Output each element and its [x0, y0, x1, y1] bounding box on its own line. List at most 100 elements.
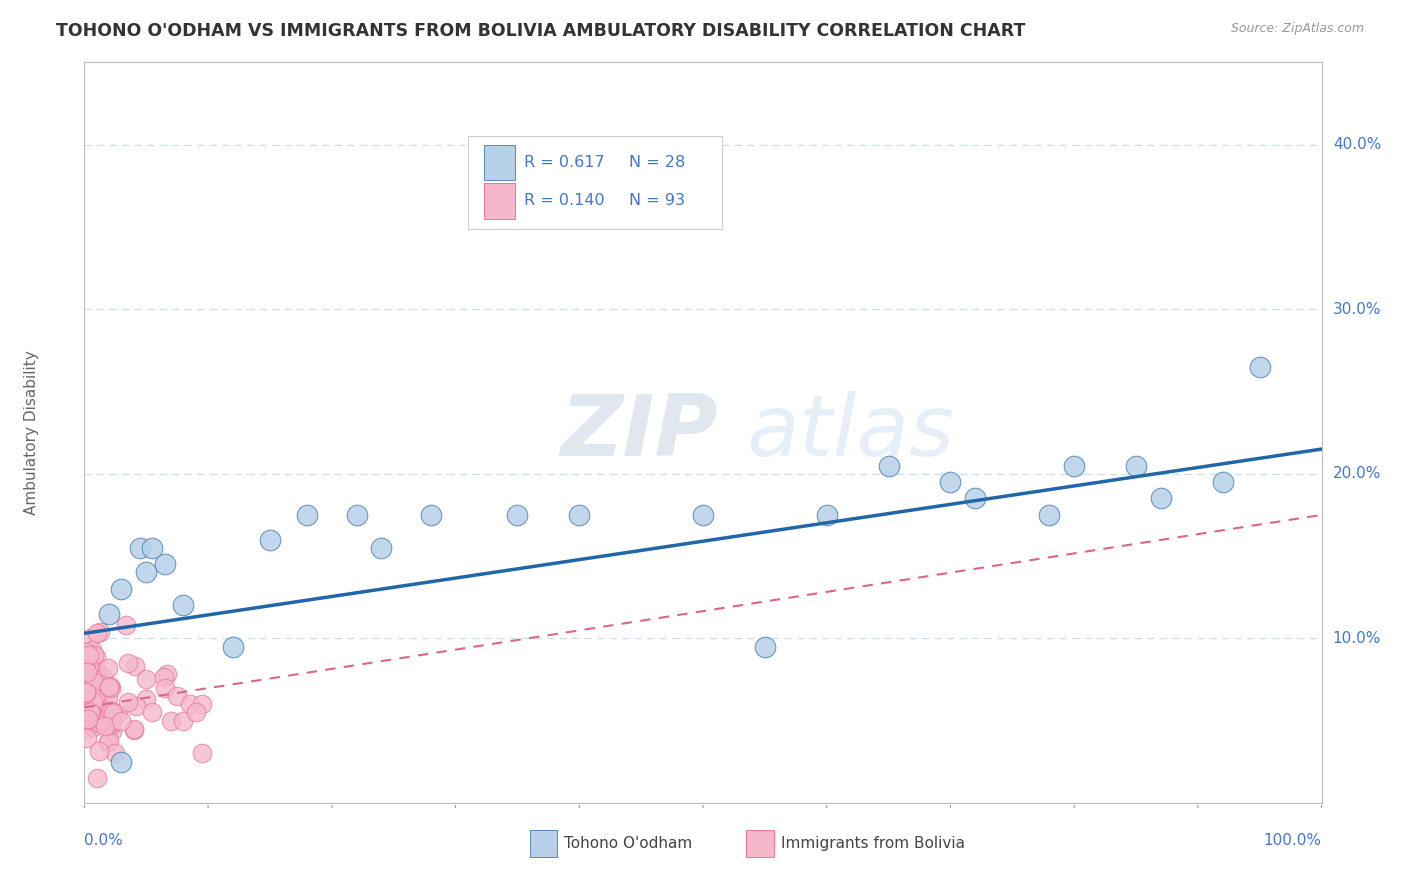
Point [152, 671, 174, 685]
Point [1125, 458, 1147, 473]
Point [77, 713, 100, 727]
Point [76, 694, 98, 708]
Point [82, 694, 104, 708]
Point [86, 771, 108, 785]
Point [506, 508, 529, 522]
Point [101, 706, 124, 720]
Point [166, 689, 188, 703]
Point [79, 705, 101, 719]
Point [75, 644, 97, 658]
Point [754, 640, 776, 654]
Point [75, 668, 97, 682]
Point [97, 680, 120, 694]
Point [110, 755, 132, 769]
Point [172, 599, 194, 613]
Point [117, 656, 139, 670]
Point [76, 665, 98, 679]
Point [179, 697, 201, 711]
Point [295, 508, 318, 522]
Point [77, 721, 100, 735]
Point [86, 666, 108, 681]
Point [76, 731, 98, 746]
Point [87, 713, 110, 727]
Point [100, 681, 122, 696]
Point [86, 626, 108, 640]
Text: N = 93: N = 93 [628, 194, 685, 209]
FancyBboxPatch shape [530, 830, 557, 857]
Point [75, 662, 97, 676]
Point [191, 747, 214, 761]
Text: 10.0%: 10.0% [1333, 631, 1381, 646]
Text: R = 0.617: R = 0.617 [523, 155, 605, 169]
Point [568, 508, 591, 522]
Point [259, 533, 281, 547]
Point [1150, 491, 1173, 506]
Point [79, 631, 101, 645]
Text: Tohono O'odham: Tohono O'odham [564, 836, 693, 851]
Text: ZIP: ZIP [561, 391, 718, 475]
FancyBboxPatch shape [484, 183, 515, 219]
Point [80, 690, 103, 704]
Point [91, 713, 114, 727]
Point [80, 643, 103, 657]
Text: R = 0.140: R = 0.140 [523, 194, 605, 209]
Text: 0.0%: 0.0% [84, 833, 124, 848]
Point [135, 566, 157, 580]
Point [184, 706, 207, 720]
Point [87, 673, 110, 687]
FancyBboxPatch shape [747, 830, 773, 857]
Point [97, 660, 120, 674]
Point [107, 706, 129, 720]
Point [191, 697, 214, 711]
Point [80, 712, 103, 726]
Point [84, 650, 107, 665]
Point [87, 706, 110, 720]
Point [117, 695, 139, 709]
Text: Immigrants from Bolivia: Immigrants from Bolivia [780, 836, 965, 851]
Point [135, 673, 157, 687]
Text: 40.0%: 40.0% [1333, 137, 1381, 153]
Point [93, 719, 115, 733]
Point [87, 711, 110, 725]
Text: 20.0%: 20.0% [1333, 467, 1381, 482]
Point [89, 716, 111, 731]
Point [93, 681, 115, 695]
Point [965, 491, 987, 506]
Point [98, 717, 121, 731]
Point [153, 558, 176, 572]
Point [877, 458, 900, 473]
Point [80, 679, 103, 693]
Point [93, 702, 115, 716]
Point [160, 714, 183, 728]
Point [80, 684, 103, 698]
Point [83, 648, 105, 663]
Point [1212, 475, 1234, 489]
Point [80, 674, 103, 689]
Point [1063, 458, 1085, 473]
Point [100, 680, 122, 694]
Point [98, 734, 121, 748]
Point [79, 661, 101, 675]
Point [115, 617, 138, 632]
Point [129, 541, 152, 555]
Point [110, 714, 132, 728]
Text: N = 28: N = 28 [628, 155, 685, 169]
Point [370, 541, 392, 555]
Point [75, 686, 97, 700]
Point [79, 706, 101, 720]
Point [82, 721, 104, 735]
Point [79, 673, 101, 687]
Point [419, 508, 441, 522]
Point [135, 692, 157, 706]
FancyBboxPatch shape [468, 136, 721, 229]
Point [90, 708, 112, 723]
Point [100, 704, 122, 718]
Point [222, 640, 245, 654]
Text: TOHONO O'ODHAM VS IMMIGRANTS FROM BOLIVIA AMBULATORY DISABILITY CORRELATION CHAR: TOHONO O'ODHAM VS IMMIGRANTS FROM BOLIVI… [56, 22, 1025, 40]
Point [79, 684, 101, 698]
Point [84, 707, 107, 722]
Text: Source: ZipAtlas.com: Source: ZipAtlas.com [1230, 22, 1364, 36]
Point [87, 681, 110, 695]
Point [79, 648, 101, 662]
Point [83, 691, 105, 706]
